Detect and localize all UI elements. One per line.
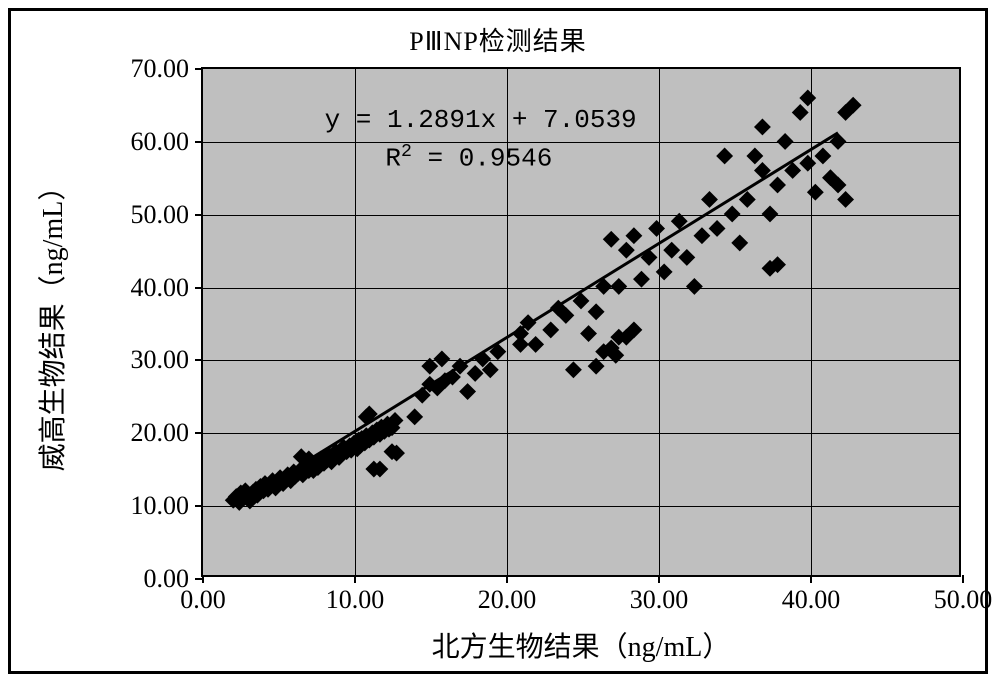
data-point xyxy=(459,383,476,400)
data-point xyxy=(663,242,680,259)
data-point xyxy=(709,220,726,237)
data-point xyxy=(746,148,763,165)
y-tick-label: 10.00 xyxy=(131,491,204,521)
y-tick-mark xyxy=(195,68,203,70)
data-point xyxy=(694,227,711,244)
y-tick-mark xyxy=(195,359,203,361)
x-tick-mark xyxy=(506,575,508,583)
y-tick-mark xyxy=(195,287,203,289)
data-point xyxy=(610,278,627,295)
data-point xyxy=(542,321,559,338)
data-point xyxy=(799,155,816,172)
y-tick-mark xyxy=(195,505,203,507)
y-tick-label: 20.00 xyxy=(131,418,204,448)
data-point xyxy=(406,408,423,425)
data-point xyxy=(603,231,620,248)
x-tick-mark xyxy=(202,575,204,583)
x-axis-label: 北方生物结果（ng/mL） xyxy=(432,625,731,665)
data-point xyxy=(625,227,642,244)
data-point xyxy=(807,184,824,201)
y-axis-label: 威高生物结果（ng/mL） xyxy=(31,173,71,472)
grid-line-vertical xyxy=(355,69,356,575)
chart-frame: PⅢNP检测结果 y = 1.2891x + 7.0539 R2 = 0.954… xyxy=(8,8,988,674)
data-point xyxy=(467,365,484,382)
data-point xyxy=(648,220,665,237)
data-point xyxy=(686,278,703,295)
y-tick-label: 40.00 xyxy=(131,273,204,303)
data-point xyxy=(731,234,748,251)
y-tick-mark xyxy=(195,432,203,434)
data-point xyxy=(565,361,582,378)
plot-area: y = 1.2891x + 7.0539 R2 = 0.9546 0.0010.… xyxy=(201,67,961,577)
data-point xyxy=(618,242,635,259)
grid-line-horizontal xyxy=(203,360,959,361)
y-tick-mark xyxy=(195,214,203,216)
y-tick-label: 70.00 xyxy=(131,54,204,84)
grid-line-horizontal xyxy=(203,215,959,216)
regression-line xyxy=(233,133,838,507)
data-point xyxy=(678,249,695,266)
data-point xyxy=(754,119,771,136)
data-point xyxy=(527,336,544,353)
y-tick-label: 60.00 xyxy=(131,127,204,157)
data-point xyxy=(769,177,786,194)
data-point xyxy=(814,148,831,165)
data-point xyxy=(701,191,718,208)
chart-title: PⅢNP检测结果 xyxy=(11,21,985,58)
grid-line-horizontal xyxy=(203,288,959,289)
y-tick-label: 50.00 xyxy=(131,200,204,230)
data-point xyxy=(837,191,854,208)
r-squared-annotation: R2 = 0.9546 xyxy=(385,142,552,174)
x-tick-mark xyxy=(810,575,812,583)
x-tick-mark xyxy=(658,575,660,583)
y-tick-label: 30.00 xyxy=(131,345,204,375)
grid-line-horizontal xyxy=(203,506,959,507)
grid-line-vertical xyxy=(659,69,660,575)
x-tick-mark xyxy=(962,575,964,583)
y-tick-mark xyxy=(195,141,203,143)
data-point xyxy=(580,325,597,342)
grid-line-vertical xyxy=(507,69,508,575)
scatter-svg xyxy=(203,69,959,576)
grid-line-horizontal xyxy=(203,433,959,434)
data-point xyxy=(799,90,816,107)
data-point xyxy=(633,271,650,288)
data-point xyxy=(792,104,809,121)
grid-line-vertical xyxy=(811,69,812,575)
data-point xyxy=(716,148,733,165)
regression-equation-annotation: y = 1.2891x + 7.0539 xyxy=(325,105,637,135)
grid-line-horizontal xyxy=(203,142,959,143)
x-tick-mark xyxy=(354,575,356,583)
data-point xyxy=(588,303,605,320)
